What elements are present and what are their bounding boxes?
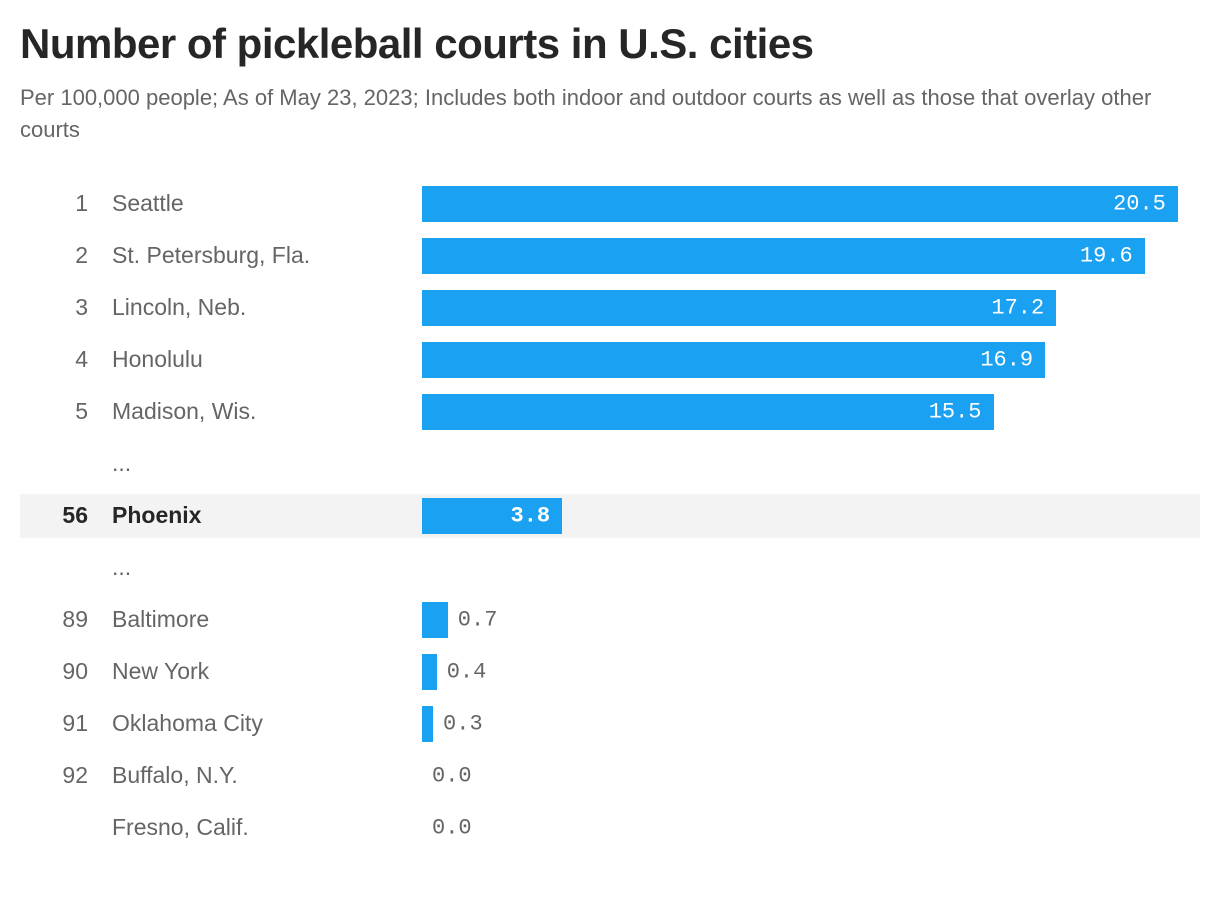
bar-value: 3.8: [511, 503, 551, 528]
chart-subtitle: Per 100,000 people; As of May 23, 2023; …: [20, 82, 1200, 146]
bar: 20.5: [422, 186, 1178, 222]
table-row: 4Honolulu 16.9: [20, 338, 1200, 382]
bar-cell: 15.5: [422, 394, 1200, 430]
city-cell: Lincoln, Neb.: [112, 294, 422, 321]
table-row: 89Baltimore 0.7: [20, 598, 1200, 642]
bar-cell: 17.2: [422, 290, 1200, 326]
city-cell: Buffalo, N.Y.: [112, 762, 422, 789]
rank-cell: 91: [20, 710, 112, 737]
bar-value: 0.7: [458, 607, 498, 632]
bar-value: 20.5: [1113, 191, 1166, 216]
bar: [422, 706, 433, 742]
rank-cell: 89: [20, 606, 112, 633]
ellipsis-label: ...: [112, 450, 422, 477]
bar-cell: 20.5: [422, 186, 1200, 222]
bar-cell: 16.9: [422, 342, 1200, 378]
rank-cell: 5: [20, 398, 112, 425]
bar: 16.9: [422, 342, 1045, 378]
table-row: 56Phoenix 3.8: [20, 494, 1200, 538]
bar-value: 0.0: [432, 763, 472, 788]
city-cell: Seattle: [112, 190, 422, 217]
bar-cell: [422, 446, 1200, 482]
rank-cell: 90: [20, 658, 112, 685]
bar-cell: 0.0: [422, 758, 1200, 794]
rank-cell: 56: [20, 502, 112, 529]
rank-cell: 1: [20, 190, 112, 217]
bar-value: 16.9: [980, 347, 1033, 372]
bar: [422, 602, 448, 638]
city-cell: Honolulu: [112, 346, 422, 373]
table-row: 1Seattle 20.5: [20, 182, 1200, 226]
bar-cell: 3.8: [422, 498, 1200, 534]
table-row: 92Buffalo, N.Y. 0.0: [20, 754, 1200, 798]
bar-value: 17.2: [991, 295, 1044, 320]
bar-cell: 0.7: [422, 602, 1200, 638]
ellipsis-label: ...: [112, 554, 422, 581]
bar-chart: 1Seattle 20.5 2St. Petersburg, Fla. 19.6 3Li…: [20, 182, 1200, 850]
bar-cell: 0.3: [422, 706, 1200, 742]
city-cell: New York: [112, 658, 422, 685]
bar-value: 19.6: [1080, 243, 1133, 268]
bar-cell: [422, 550, 1200, 586]
bar: 19.6: [422, 238, 1145, 274]
rank-cell: 4: [20, 346, 112, 373]
table-row: 3Lincoln, Neb. 17.2: [20, 286, 1200, 330]
rank-cell: 2: [20, 242, 112, 269]
bar-cell: 0.0: [422, 810, 1200, 846]
bar-cell: 0.4: [422, 654, 1200, 690]
table-row: 2St. Petersburg, Fla. 19.6: [20, 234, 1200, 278]
city-cell: Phoenix: [112, 502, 422, 529]
table-row: 91Oklahoma City 0.3: [20, 702, 1200, 746]
bar-value: 0.4: [447, 659, 487, 684]
chart-container: Number of pickleball courts in U.S. citi…: [0, 0, 1220, 898]
table-row: 90New York 0.4: [20, 650, 1200, 694]
city-cell: St. Petersburg, Fla.: [112, 242, 422, 269]
chart-title: Number of pickleball courts in U.S. citi…: [20, 20, 1200, 68]
bar-value: 0.0: [432, 815, 472, 840]
table-row: 5Madison, Wis. 15.5: [20, 390, 1200, 434]
city-cell: Fresno, Calif.: [112, 814, 422, 841]
city-cell: Madison, Wis.: [112, 398, 422, 425]
rank-cell: 92: [20, 762, 112, 789]
ellipsis-row: ...: [20, 442, 1200, 486]
bar-value: 15.5: [929, 399, 982, 424]
bar: [422, 654, 437, 690]
bar: 3.8: [422, 498, 562, 534]
city-cell: Baltimore: [112, 606, 422, 633]
ellipsis-row: ...: [20, 546, 1200, 590]
rank-cell: 3: [20, 294, 112, 321]
bar-cell: 19.6: [422, 238, 1200, 274]
bar: 17.2: [422, 290, 1056, 326]
bar-value: 0.3: [443, 711, 483, 736]
table-row: Fresno, Calif. 0.0: [20, 806, 1200, 850]
city-cell: Oklahoma City: [112, 710, 422, 737]
bar: 15.5: [422, 394, 994, 430]
